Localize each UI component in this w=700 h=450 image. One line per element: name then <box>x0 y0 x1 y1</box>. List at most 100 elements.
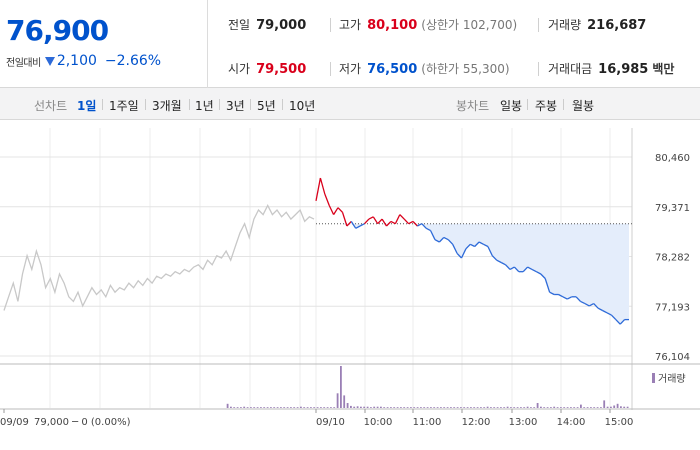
y-tick-label: 80,460 <box>655 153 690 164</box>
price-segment-down <box>491 255 498 261</box>
volume-bar <box>570 407 572 408</box>
volume-bar <box>346 403 349 408</box>
volume-bar <box>323 407 326 408</box>
volume-bar <box>380 406 382 408</box>
price-segment-up <box>315 177 322 202</box>
volume-bar <box>436 407 439 408</box>
tab-1-year[interactable]: 1년 <box>195 99 214 113</box>
volume-bar <box>320 407 322 408</box>
price-segment-down <box>580 300 586 305</box>
line-chart-label: 선차트 <box>34 99 68 113</box>
volume-bar <box>246 407 249 408</box>
price-segment-down <box>350 221 357 229</box>
volume-bar <box>306 407 309 408</box>
upper-limit: (상한가 102,700) <box>421 18 518 32</box>
price-segment-down <box>588 303 595 307</box>
volume-bar <box>523 407 526 408</box>
high-stat: 고가 80,100 (상한가 102,700) <box>339 16 517 33</box>
volume-bar <box>606 406 609 408</box>
volume-legend-swatch <box>652 373 655 383</box>
price-segment-down <box>505 264 511 270</box>
volume-bar <box>536 403 539 408</box>
price-segment-up <box>341 212 348 227</box>
volume-bar <box>373 406 376 408</box>
change-value: 2,100 <box>56 53 97 69</box>
price-segment-down <box>610 314 617 321</box>
price-segment-up <box>408 220 414 225</box>
volume-bar <box>453 407 456 408</box>
volume-bar <box>356 406 359 408</box>
volume-bar <box>226 403 229 408</box>
price-segment-up <box>346 220 352 227</box>
volume-bar <box>566 407 569 408</box>
price-segment-down <box>430 230 436 240</box>
price-segment-up <box>390 220 396 225</box>
volume-bar <box>300 406 302 408</box>
lower-limit: (하한가 55,300) <box>421 62 510 76</box>
volume-bar <box>483 407 486 408</box>
open-stat: 시가 79,500 <box>228 60 306 77</box>
period-tab-bar: 선차트 1일 1주일 3개월 1년 3년 5년 10년 봉차트 일봉 주봉 월봉 <box>0 88 700 120</box>
volume-bar <box>513 407 516 408</box>
volume-bar <box>276 407 279 408</box>
tab-5-years[interactable]: 5년 <box>257 99 276 113</box>
price-segment-up <box>324 193 330 206</box>
tab-3-months[interactable]: 3개월 <box>152 99 182 113</box>
price-segment-down <box>597 307 603 312</box>
price-segment-down <box>443 236 449 241</box>
volume-bar <box>620 406 622 408</box>
tab-daily-candle[interactable]: 일봉 <box>500 99 523 113</box>
tab-weekly-candle[interactable]: 주봉 <box>535 99 558 113</box>
tab-1-week[interactable]: 1주일 <box>109 99 139 113</box>
volume-bar <box>530 407 532 408</box>
change-label: 전일대비 <box>6 57 41 69</box>
volume-bar <box>293 407 296 408</box>
price-segment-down <box>575 296 581 302</box>
divider <box>563 99 564 110</box>
volume-bar <box>386 407 389 408</box>
volume-bar <box>540 406 542 408</box>
volume-bar <box>583 407 586 408</box>
divider <box>538 62 539 76</box>
divider <box>330 18 331 32</box>
volume-bar <box>333 407 336 408</box>
volume-bar <box>286 407 289 408</box>
volume-bar <box>310 407 312 408</box>
price-segment-down <box>527 266 533 270</box>
volume-legend-label: 거래량 <box>658 373 686 385</box>
price-segment-down <box>593 303 599 309</box>
tab-3-years[interactable]: 3년 <box>226 99 245 113</box>
tab-10-years[interactable]: 10년 <box>289 99 316 113</box>
volume-bar <box>406 407 409 408</box>
price-segment-down <box>474 241 480 247</box>
volume-bar <box>493 407 496 408</box>
tab-monthly-candle[interactable]: 월봉 <box>572 99 595 113</box>
volume-bar <box>283 407 286 408</box>
volume-bar <box>440 407 442 408</box>
price-segment-up <box>319 177 326 195</box>
divider <box>330 62 331 76</box>
volume-bar <box>376 406 379 408</box>
price-segment-down <box>522 266 529 273</box>
volume-bar <box>526 406 529 408</box>
tab-1-day[interactable]: 1일 <box>77 99 97 113</box>
price-segment-down <box>602 309 608 314</box>
price-segment-down <box>478 241 484 245</box>
y-tick-label: 77,193 <box>655 302 690 313</box>
volume-bar <box>370 407 372 408</box>
below-prev-close-fill <box>316 223 629 325</box>
price-segment-down <box>606 312 612 316</box>
price-segment-down <box>359 223 365 227</box>
amount-label: 거래대금 <box>548 62 593 76</box>
volume-bar <box>496 407 499 408</box>
price-segment-up <box>328 205 335 215</box>
volume-bar <box>623 406 626 408</box>
volume-bar <box>613 405 616 408</box>
price-segment-down <box>615 319 621 325</box>
price-segment-up <box>372 216 379 225</box>
volume-bar <box>266 407 269 408</box>
volume-bar <box>423 407 426 408</box>
volume-bar <box>326 407 329 408</box>
volume-bar <box>596 407 599 408</box>
price-chart[interactable]: 80,460 79,371 78,282 77,193 76,104 거래량 09/09 79… <box>0 120 700 450</box>
